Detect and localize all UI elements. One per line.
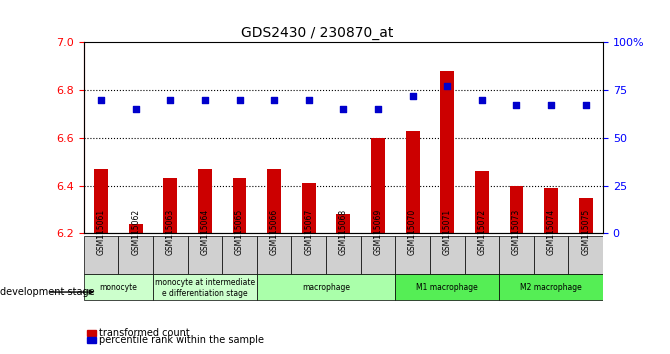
Bar <box>544 188 558 233</box>
Text: GSM115063: GSM115063 <box>165 209 175 255</box>
Point <box>511 103 522 108</box>
Text: macrophage: macrophage <box>302 283 350 292</box>
FancyBboxPatch shape <box>257 274 395 300</box>
Text: GSM115074: GSM115074 <box>547 209 555 255</box>
FancyBboxPatch shape <box>430 236 464 274</box>
Bar <box>163 178 177 233</box>
FancyBboxPatch shape <box>395 236 430 274</box>
Bar <box>94 169 108 233</box>
FancyBboxPatch shape <box>153 274 257 300</box>
FancyBboxPatch shape <box>84 274 153 300</box>
FancyBboxPatch shape <box>222 236 257 274</box>
Text: GSM115075: GSM115075 <box>581 209 590 255</box>
Text: GSM115061: GSM115061 <box>96 209 106 255</box>
Text: M1 macrophage: M1 macrophage <box>416 283 478 292</box>
FancyBboxPatch shape <box>188 236 222 274</box>
Bar <box>87 330 96 336</box>
Point <box>165 97 176 103</box>
FancyBboxPatch shape <box>568 236 603 274</box>
Text: GSM115065: GSM115065 <box>235 209 244 255</box>
Text: GSM115073: GSM115073 <box>512 209 521 255</box>
FancyBboxPatch shape <box>499 236 534 274</box>
Point <box>407 93 418 99</box>
Bar <box>87 337 96 343</box>
Point <box>130 107 141 112</box>
Bar <box>129 224 143 233</box>
Point <box>234 97 245 103</box>
Point <box>338 107 348 112</box>
Text: transformed count: transformed count <box>99 328 190 338</box>
Text: GSM115072: GSM115072 <box>477 209 486 255</box>
Point <box>96 97 107 103</box>
Text: GSM115068: GSM115068 <box>339 209 348 255</box>
Bar <box>302 183 316 233</box>
Text: GSM115066: GSM115066 <box>269 209 279 255</box>
Text: GSM115071: GSM115071 <box>443 209 452 255</box>
FancyBboxPatch shape <box>534 236 568 274</box>
Bar <box>232 178 247 233</box>
FancyBboxPatch shape <box>395 274 499 300</box>
FancyBboxPatch shape <box>119 236 153 274</box>
Text: GSM115064: GSM115064 <box>200 209 210 255</box>
FancyBboxPatch shape <box>464 236 499 274</box>
Bar <box>336 214 350 233</box>
FancyBboxPatch shape <box>291 236 326 274</box>
Bar <box>198 169 212 233</box>
Text: GSM115069: GSM115069 <box>373 209 383 255</box>
Bar <box>475 171 489 233</box>
Point <box>546 103 557 108</box>
Text: monocyte at intermediate
e differentiation stage: monocyte at intermediate e differentiati… <box>155 278 255 297</box>
Text: development stage: development stage <box>0 287 94 297</box>
Text: GSM115070: GSM115070 <box>408 209 417 255</box>
Bar <box>371 138 385 233</box>
Bar <box>406 131 419 233</box>
Text: percentile rank within the sample: percentile rank within the sample <box>99 335 264 345</box>
Text: M2 macrophage: M2 macrophage <box>520 283 582 292</box>
Point <box>200 97 210 103</box>
Text: GSM115062: GSM115062 <box>131 209 140 255</box>
FancyBboxPatch shape <box>360 236 395 274</box>
FancyBboxPatch shape <box>326 236 360 274</box>
Title: GDS2430 / 230870_at: GDS2430 / 230870_at <box>241 26 393 40</box>
Point <box>476 97 487 103</box>
Point <box>442 84 453 89</box>
Point <box>304 97 314 103</box>
FancyBboxPatch shape <box>499 274 603 300</box>
Bar <box>267 169 281 233</box>
FancyBboxPatch shape <box>153 236 188 274</box>
FancyBboxPatch shape <box>84 236 119 274</box>
Bar <box>440 71 454 233</box>
Point <box>373 107 383 112</box>
Bar <box>579 198 593 233</box>
Point <box>269 97 279 103</box>
Point <box>580 103 591 108</box>
Text: monocyte: monocyte <box>99 283 137 292</box>
FancyBboxPatch shape <box>257 236 291 274</box>
Bar <box>510 185 523 233</box>
Text: GSM115067: GSM115067 <box>304 209 314 255</box>
